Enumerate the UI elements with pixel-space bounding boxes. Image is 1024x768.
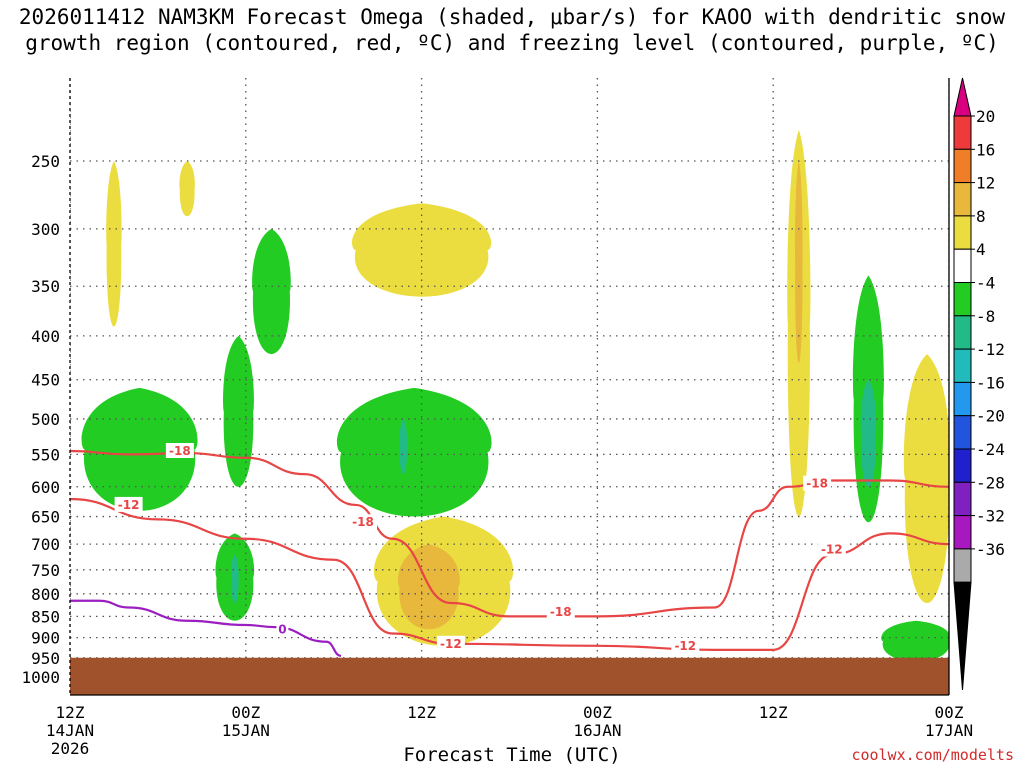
contour-label: -12 <box>821 542 843 556</box>
omega-shade-1 <box>179 161 195 217</box>
omega-shade-4 <box>794 161 803 363</box>
colorbar-swatch <box>953 381 972 417</box>
y-tick-label: 650 <box>31 508 60 527</box>
colorbar-label: -16 <box>976 373 1005 392</box>
ground-fill <box>70 657 949 695</box>
contour-label: -18 <box>352 515 374 529</box>
omega-shade-7 <box>903 354 949 604</box>
contour-label-bg <box>276 621 289 637</box>
x-tick-label: 14JAN <box>46 721 94 740</box>
colorbar-swatch <box>953 315 972 350</box>
colorbar-label: -36 <box>976 540 1005 559</box>
y-tick-label: 600 <box>31 478 60 497</box>
x-tick-label: 00Z <box>583 703 612 722</box>
omega-shade-10 <box>399 418 408 475</box>
colorbar-label: -24 <box>976 440 1005 459</box>
y-tick-label: 700 <box>31 535 60 554</box>
colorbar-swatch <box>953 115 972 150</box>
colorbar-swatch <box>953 182 972 217</box>
x-tick-label: 00Z <box>935 703 964 722</box>
x-tick-label: 2026 <box>51 739 90 758</box>
x-tick-label: 12Z <box>407 703 436 722</box>
contour-label: -12 <box>118 498 140 512</box>
y-tick-label: 900 <box>31 629 60 648</box>
chart-title-line1: 2026011412 NAM3KM Forecast Omega (shaded… <box>18 5 1006 29</box>
chart-title-line2: growth region (contoured, red, ºC) and f… <box>25 31 999 55</box>
x-tick-label: 12Z <box>759 703 788 722</box>
x-tick-label: 17JAN <box>925 721 973 740</box>
colorbar-swatch <box>953 515 972 550</box>
contour-label-bg <box>671 637 700 653</box>
contour-label-bg <box>546 603 575 619</box>
omega-shade-2 <box>352 203 492 297</box>
contour-label-bg <box>817 541 846 557</box>
colorbar-label: -32 <box>976 507 1005 526</box>
y-tick-label: 450 <box>31 371 60 390</box>
colorbar-label: 12 <box>976 174 995 193</box>
colorbar-swatch <box>953 481 972 517</box>
omega-shade-8 <box>252 228 291 355</box>
contour-label: -12 <box>440 637 462 651</box>
colorbar-label: 20 <box>976 107 995 126</box>
colorbar-swatch <box>953 448 972 483</box>
colorbar-swatch <box>953 548 972 583</box>
x-tick-label: 16JAN <box>573 721 621 740</box>
x-axis-label: Forecast Time (UTC) <box>403 744 621 766</box>
y-tick-label: 750 <box>31 561 60 580</box>
x-tick-label: 00Z <box>231 703 260 722</box>
colorbar-label: 8 <box>976 207 986 226</box>
y-tick-label: 800 <box>31 585 60 604</box>
colorbar-label: -4 <box>976 274 995 293</box>
colorbar-label: 4 <box>976 240 986 259</box>
y-tick-label: 1000 <box>21 668 60 687</box>
y-tick-label: 350 <box>31 277 60 296</box>
contour-purple-2 <box>70 599 342 657</box>
colorbar-swatch <box>953 248 972 283</box>
colorbar-top-arrow <box>953 77 972 117</box>
contour-label: 0 <box>278 622 286 636</box>
omega-shade-9 <box>336 387 492 517</box>
colorbar-label: -12 <box>976 340 1005 359</box>
contour-label-bg <box>436 635 465 651</box>
colorbar-label: -28 <box>976 473 1005 492</box>
contour-label: -18 <box>169 444 191 458</box>
colorbar-label: 16 <box>976 140 995 159</box>
contour-label: -18 <box>806 477 828 491</box>
omega-shade-0 <box>106 161 122 327</box>
colorbar-label: -20 <box>976 407 1005 426</box>
y-tick-label: 550 <box>31 445 60 464</box>
colorbar-swatch <box>953 348 972 383</box>
contour-label: -18 <box>550 605 572 619</box>
y-tick-label: 300 <box>31 220 60 239</box>
colorbar-swatch <box>953 282 972 317</box>
omega-shade-12 <box>223 335 254 487</box>
y-tick-label: 250 <box>31 152 60 171</box>
contour-label-bg <box>114 496 143 512</box>
colorbar-bottom-arrow <box>953 581 972 691</box>
y-tick-label: 400 <box>31 327 60 346</box>
x-tick-label: 15JAN <box>222 721 270 740</box>
y-tick-label: 850 <box>31 607 60 626</box>
colorbar-label: -8 <box>976 307 995 326</box>
credit-text: coolwx.com/modelts <box>851 746 1014 764</box>
contour-label-bg <box>803 475 832 491</box>
contour-red-0 <box>70 449 949 618</box>
contour-label-bg <box>349 514 377 530</box>
y-tick-label: 500 <box>31 410 60 429</box>
colorbar-swatch <box>953 148 972 184</box>
omega-shade-16 <box>230 554 239 604</box>
omega-shade-17 <box>881 620 949 662</box>
colorbar-swatch <box>953 215 972 250</box>
y-tick-label: 950 <box>31 649 60 668</box>
x-tick-label: 12Z <box>56 703 85 722</box>
contour-label-bg <box>165 443 194 459</box>
contour-label: -12 <box>674 639 696 653</box>
omega-shade-14 <box>860 379 877 487</box>
colorbar-swatch <box>953 415 972 450</box>
